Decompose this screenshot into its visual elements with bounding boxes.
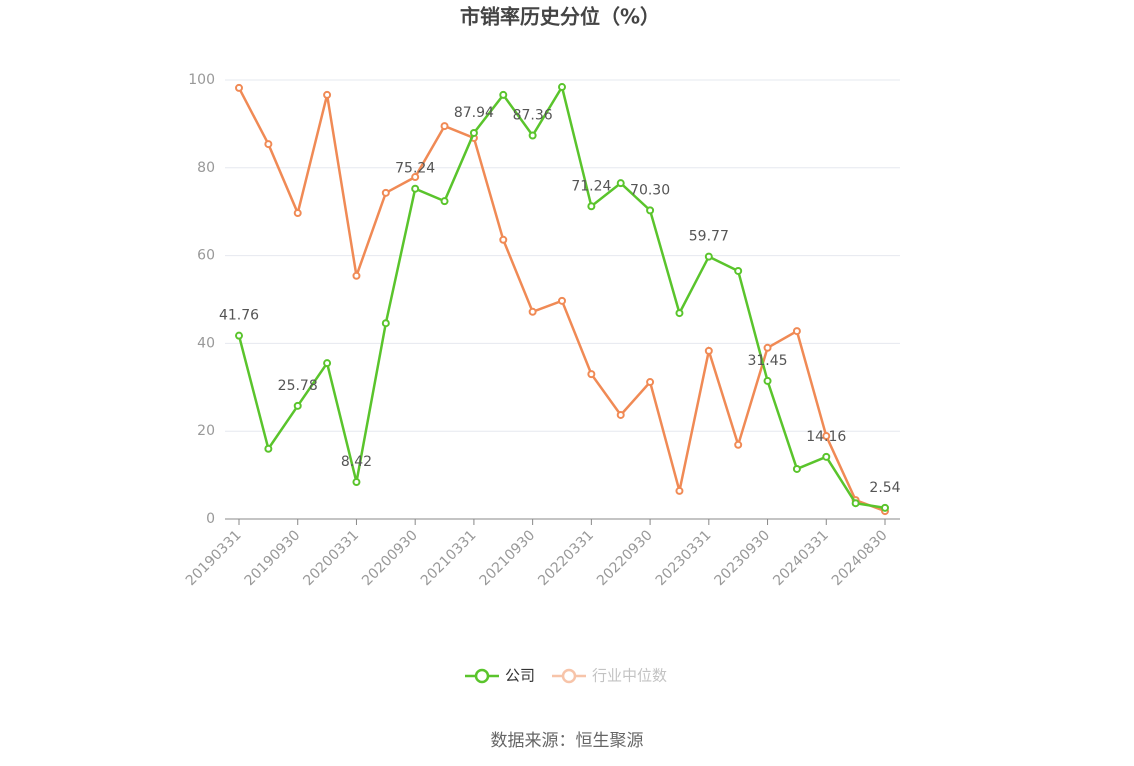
data-point [352,271,361,280]
value-label: 25.78 [278,378,318,394]
data-point [792,327,801,336]
data-point [734,440,743,449]
value-label: 41.76 [219,308,259,324]
data-point [528,307,537,316]
data-point [646,378,655,387]
data-point [704,252,713,261]
data-point [822,452,831,461]
data-point [763,343,772,352]
value-label: 87.94 [454,105,494,121]
data-point [587,370,596,379]
x-tick-label: 20240830 [829,527,891,589]
series: 41.76 25.78 8.42 75.24 87.94 87.36 71.24 70.30 5… [219,83,901,512]
x-tick-label: 20230930 [711,527,773,589]
data-point [499,90,508,99]
x-tick-label: 20220930 [594,527,656,589]
data-point [264,444,273,453]
legend-item: 公司 [465,667,535,685]
data-point [440,197,449,206]
x-tick-label: 20200930 [359,527,421,589]
data-point [704,346,713,355]
value-label: 70.30 [630,182,670,198]
legend-marker [474,668,490,684]
x-tick-label: 20230331 [653,527,715,589]
y-tick-label: 60 [197,248,215,264]
data-point [235,331,243,340]
y-tick-label: 0 [206,511,215,527]
data-point [293,209,302,218]
legend-label: 公司 [505,667,535,685]
value-label: 2.54 [869,480,900,496]
data-point [558,296,566,305]
value-label: 59.77 [689,229,729,245]
data-point [264,140,273,149]
x-tick-label: 20210930 [477,527,539,589]
x-tick-label: 20190930 [242,527,304,589]
x-tick-label: 20200331 [300,527,362,589]
data-point [616,410,625,419]
data-point [587,202,596,211]
data-point [881,503,889,512]
data-point [469,128,478,137]
data-point [293,401,302,410]
source-note: 数据来源：恒生聚源 [491,731,644,751]
value-label: 31.45 [747,353,787,369]
x-tick-label: 20210331 [418,527,480,589]
y-tick-label: 40 [197,335,215,351]
data-point [734,266,743,275]
data-point [558,83,566,92]
y-tick-label: 80 [197,160,215,176]
value-label: 87.36 [513,107,553,123]
data-point [235,83,243,92]
data-point [616,179,625,188]
x-tick-label: 20240331 [770,527,832,589]
data-point [851,499,860,508]
value-label: 8.42 [341,454,372,470]
data-point [381,188,390,197]
data-point [646,206,655,215]
data-point [352,478,361,487]
data-point [792,464,801,473]
legend-item: 行业中位数 [552,667,667,685]
legend-marker [561,668,577,684]
x-tick-label: 20220331 [535,527,597,589]
legend-label: 行业中位数 [592,667,667,685]
data-point [323,90,332,99]
data-point [675,309,684,318]
chart-title: 市销率历史分位（%） [460,5,660,29]
data-point [499,235,508,244]
data-point [411,184,420,193]
data-point [763,376,772,385]
data-point [528,131,537,140]
data-point [381,319,390,328]
y-tick-label: 100 [188,72,215,88]
data-point [675,486,684,495]
data-point [323,359,332,368]
y-tick-label: 20 [197,423,215,439]
data-point [411,173,420,182]
value-label: 14.16 [806,429,846,445]
x-tick-label: 20190331 [183,527,245,589]
data-point [440,122,449,131]
value-label: 71.24 [571,178,611,194]
data-point [822,432,831,441]
value-label: 75.24 [395,161,435,177]
